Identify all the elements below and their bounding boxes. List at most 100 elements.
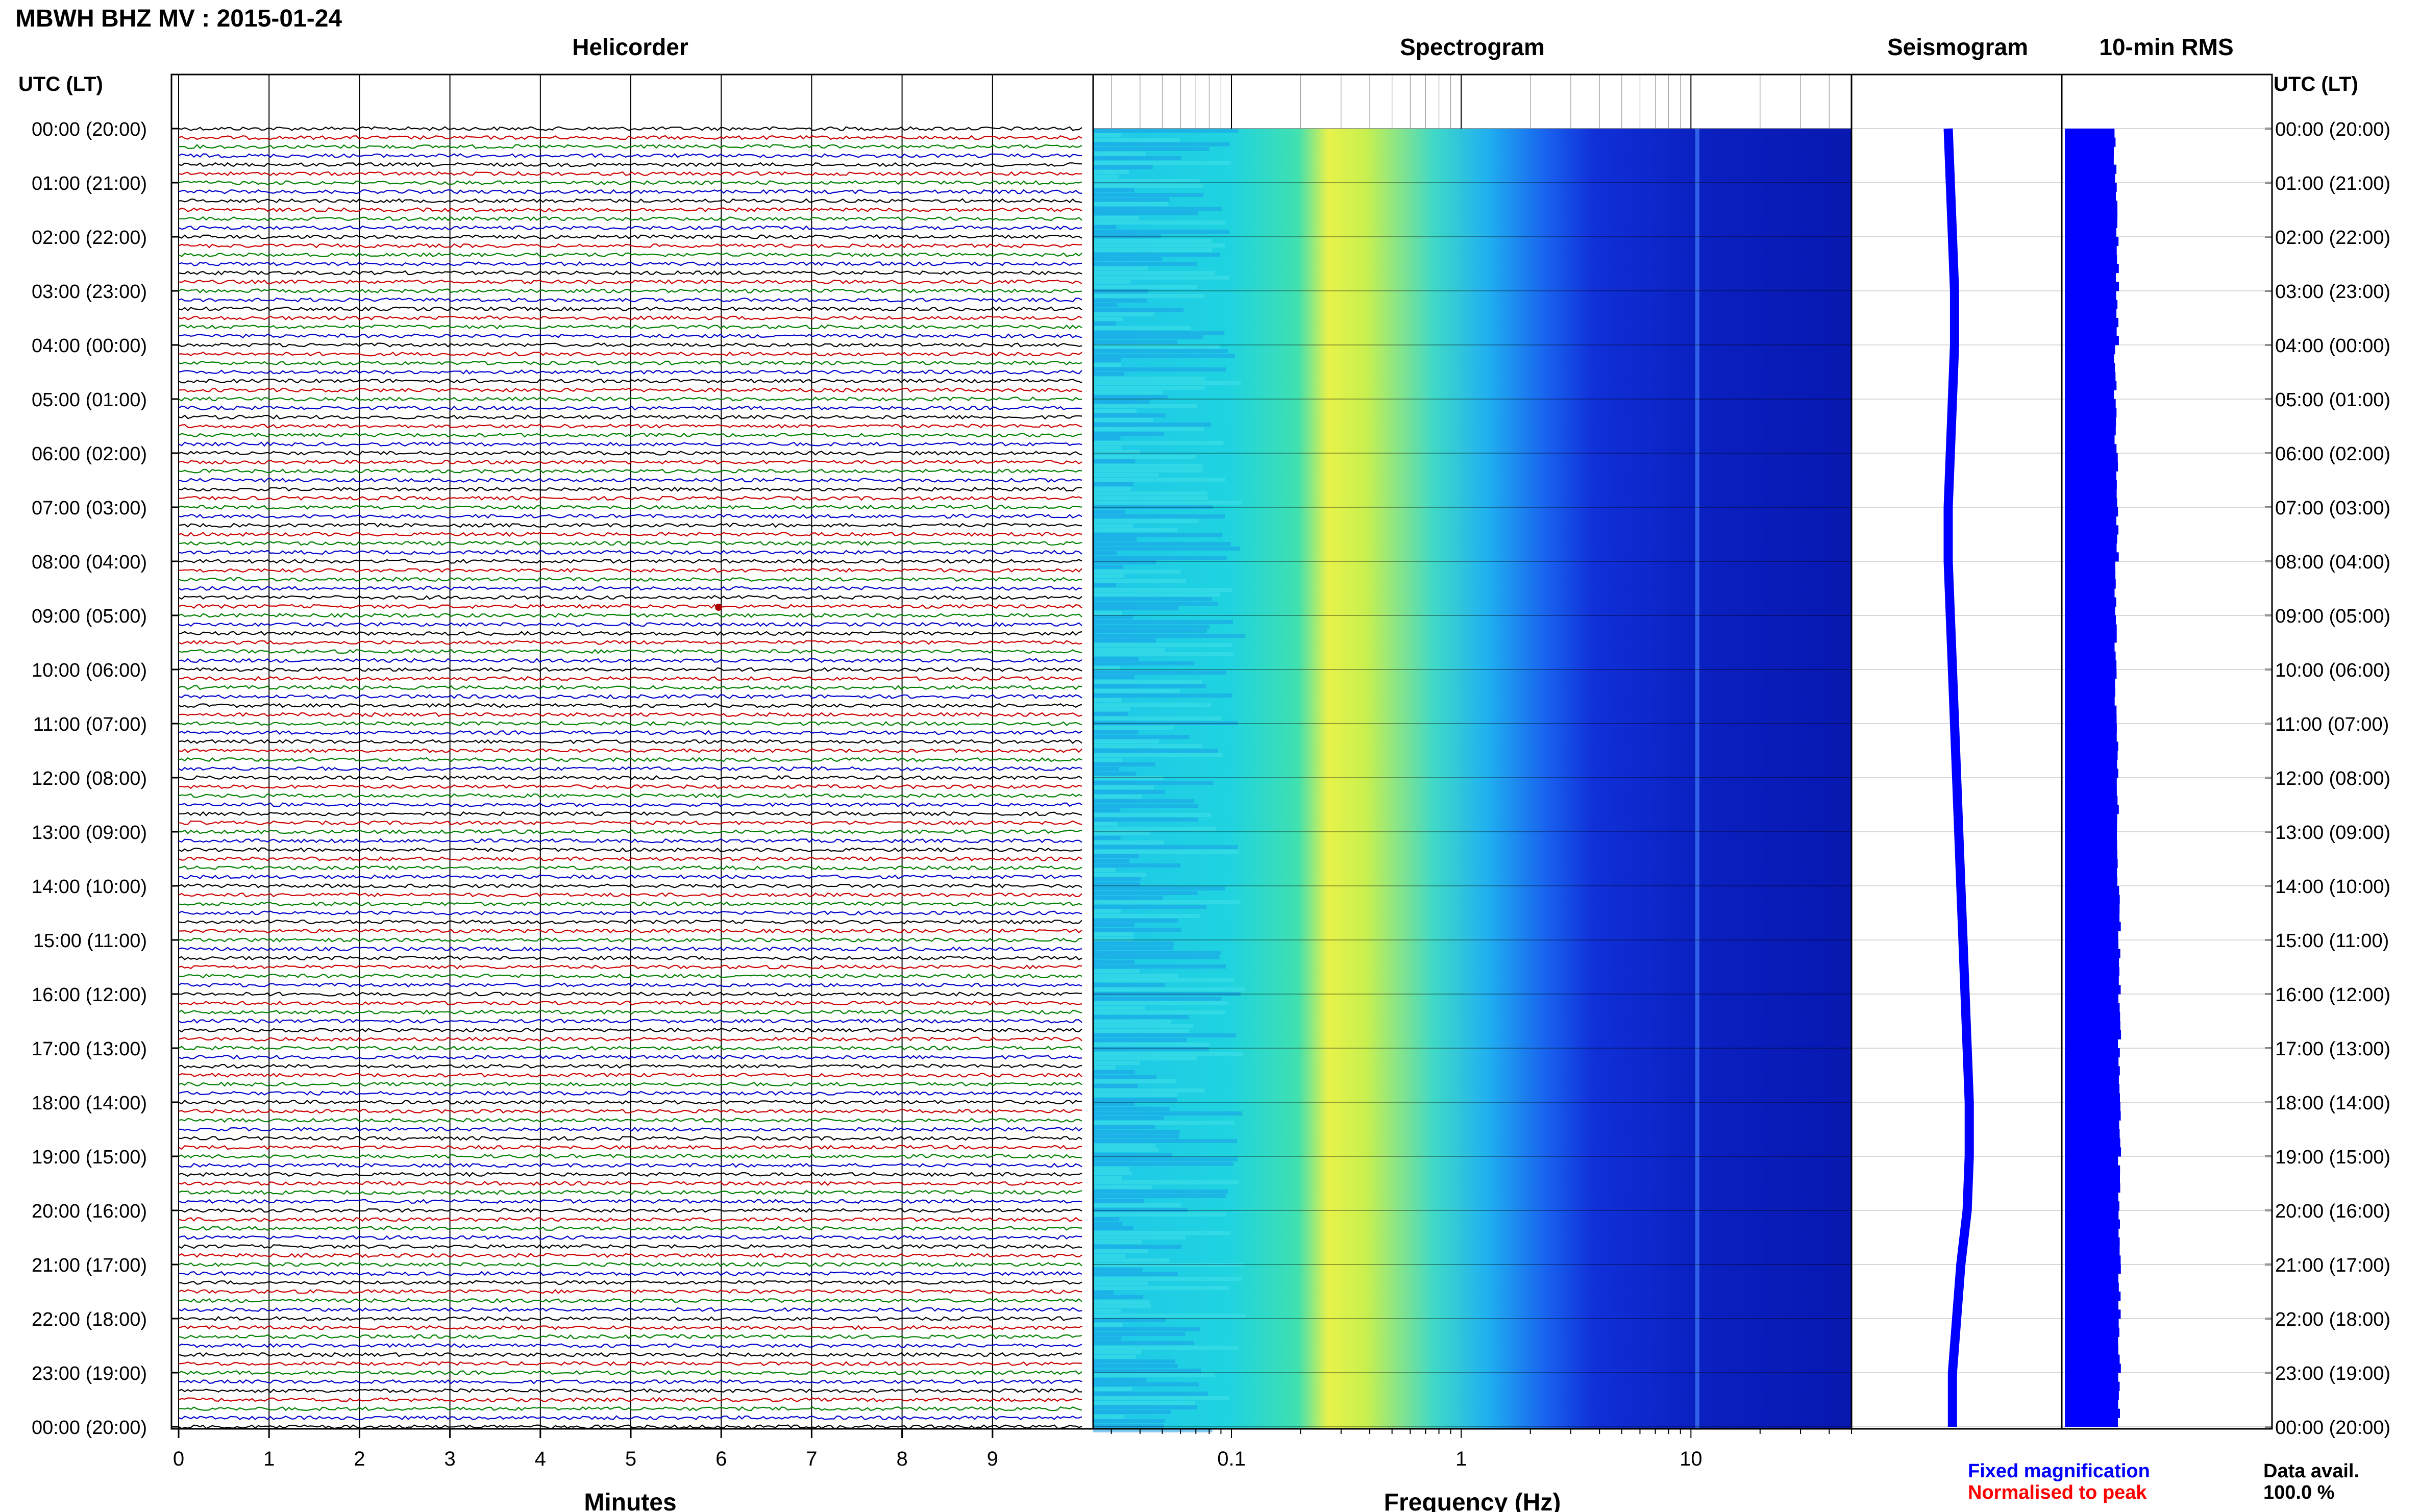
spectrogram-row [1093,974,1179,978]
rms-bar [2065,886,2119,896]
time-label-right: 02:00 (22:00) [2275,227,2390,249]
rms-bars [2065,129,2121,1427]
rms-bar [2065,931,2118,940]
spectrogram-row [1093,1240,1143,1244]
spectrogram-row [1093,129,1239,133]
helicorder-trace [178,1316,1082,1321]
spectrogram-row [1093,919,1178,923]
rms-bar [2065,697,2115,706]
spectrogram-row [1093,1102,1134,1106]
spectrogram-row [1093,671,1226,675]
helicorder-x-tick-label: 8 [896,1448,907,1470]
time-label-left: 15:00 (11:00) [33,930,147,952]
spectrogram-row [1093,542,1231,546]
helicorder-trace [178,243,1082,249]
helicorder-trace [178,1073,1082,1078]
rms-bar [2065,642,2115,652]
spectrogram-row [1093,372,1124,376]
spectrogram-row [1093,482,1133,486]
spectrogram-row [1093,643,1232,647]
spectrogram-10hz-line [1695,129,1699,1429]
spectrogram-row [1093,409,1137,413]
helicorder-trace [178,1118,1082,1123]
spectrogram-row [1093,1130,1180,1134]
rms-bar [2065,840,2117,850]
spectrogram-row [1093,510,1125,514]
spectrogram-row [1093,730,1139,734]
legend-normalised-to-peak: Normalised to peak [1968,1482,2147,1503]
spectrogram-row [1093,680,1202,684]
rms-bar [2065,1319,2119,1328]
spectrogram-row [1093,1268,1143,1272]
helicorder-trace [178,567,1082,573]
spectrogram-row [1093,675,1135,679]
rms-bar [2065,922,2121,931]
spectrogram-row [1093,1424,1164,1428]
spectrogram-row [1093,386,1205,390]
helicorder-trace [178,198,1082,204]
spectrogram-row [1093,1415,1125,1419]
helicorder-x-label: Minutes [584,1489,676,1512]
spectrogram-row [1093,1212,1226,1217]
helicorder-x-ticks: 0 1 2 3 4 5 6 7 8 9 [173,1429,998,1470]
spectrogram-row [1093,652,1233,656]
time-label-right: 00:00 (20:00) [2275,119,2390,140]
helicorder-traces [178,126,1082,1429]
time-label-left: 00:00 (20:00) [32,1417,147,1439]
spectrogram-row [1093,216,1140,220]
spectrogram-row [1093,1258,1170,1262]
helicorder-trace [178,459,1082,465]
spectrogram-row [1093,661,1194,665]
spectrogram-row [1093,891,1198,895]
helicorder-trace [178,1154,1082,1159]
spectrogram-row [1093,202,1169,206]
spectrogram-row [1093,827,1216,831]
helicorder-event-marker [715,604,722,611]
helicorder-title: Helicorder [572,34,688,60]
seismogram-panel [1850,73,2063,1430]
spectrogram-row [1093,776,1164,780]
spectrogram-row [1093,363,1122,367]
spectrogram-row [1093,739,1159,743]
rms-bar [2065,751,2118,760]
spectrogram-row [1093,941,1175,946]
spectrogram-row [1093,1355,1136,1359]
rms-bar [2065,796,2118,805]
rms-bar [2065,732,2117,742]
rms-bar [2065,498,2117,508]
spectrogram-row [1093,377,1205,381]
rms-bar [2065,201,2117,210]
helicorder-trace [178,414,1082,420]
helicorder-trace [178,1244,1082,1249]
spectrogram-row [1093,657,1139,661]
spectrogram-row [1093,1309,1122,1313]
helicorder-panel: 0 1 2 3 4 5 6 7 8 9 Minutes [170,73,1094,1512]
rms-bar [2065,1300,2118,1310]
time-label-right: 07:00 (03:00) [2275,498,2390,519]
rms-bar [2065,237,2119,246]
spectrogram-row [1093,1093,1178,1097]
time-label-left: 21:00 (17:00) [32,1255,147,1276]
helicorder-trace [178,622,1082,627]
helicorder-trace [178,225,1082,231]
spectrogram-row [1093,1084,1138,1088]
helicorder-trace [178,1019,1082,1024]
spectrogram-row [1093,597,1212,601]
spectrogram-row [1093,220,1225,225]
spectrogram-row [1093,611,1122,615]
rms-bar [2065,1165,2120,1175]
rms-bar [2065,714,2117,724]
helicorder-trace [178,1289,1082,1294]
spectrogram-row [1093,197,1170,202]
rms-bar [2065,1192,2118,1202]
rms-bar [2065,759,2117,769]
spectrogram-row [1093,1419,1165,1423]
helicorder-trace [178,351,1082,357]
helicorder-trace [178,1298,1082,1303]
spectrogram-row [1093,271,1215,275]
spectrogram-row [1093,436,1121,440]
spectrogram-row [1093,749,1218,753]
time-axis-left: 00:00 (20:00) 01:00 (21:00) 02:00 (22:00) 0… [32,119,179,1439]
spectrogram-row [1093,1405,1197,1409]
spectrogram-row [1093,638,1156,642]
